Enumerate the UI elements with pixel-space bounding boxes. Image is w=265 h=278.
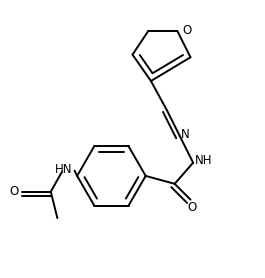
Text: O: O xyxy=(182,24,191,37)
Text: N: N xyxy=(181,128,190,141)
Text: HN: HN xyxy=(55,163,73,176)
Text: NH: NH xyxy=(195,153,212,167)
Text: O: O xyxy=(187,201,196,214)
Text: O: O xyxy=(10,185,19,198)
